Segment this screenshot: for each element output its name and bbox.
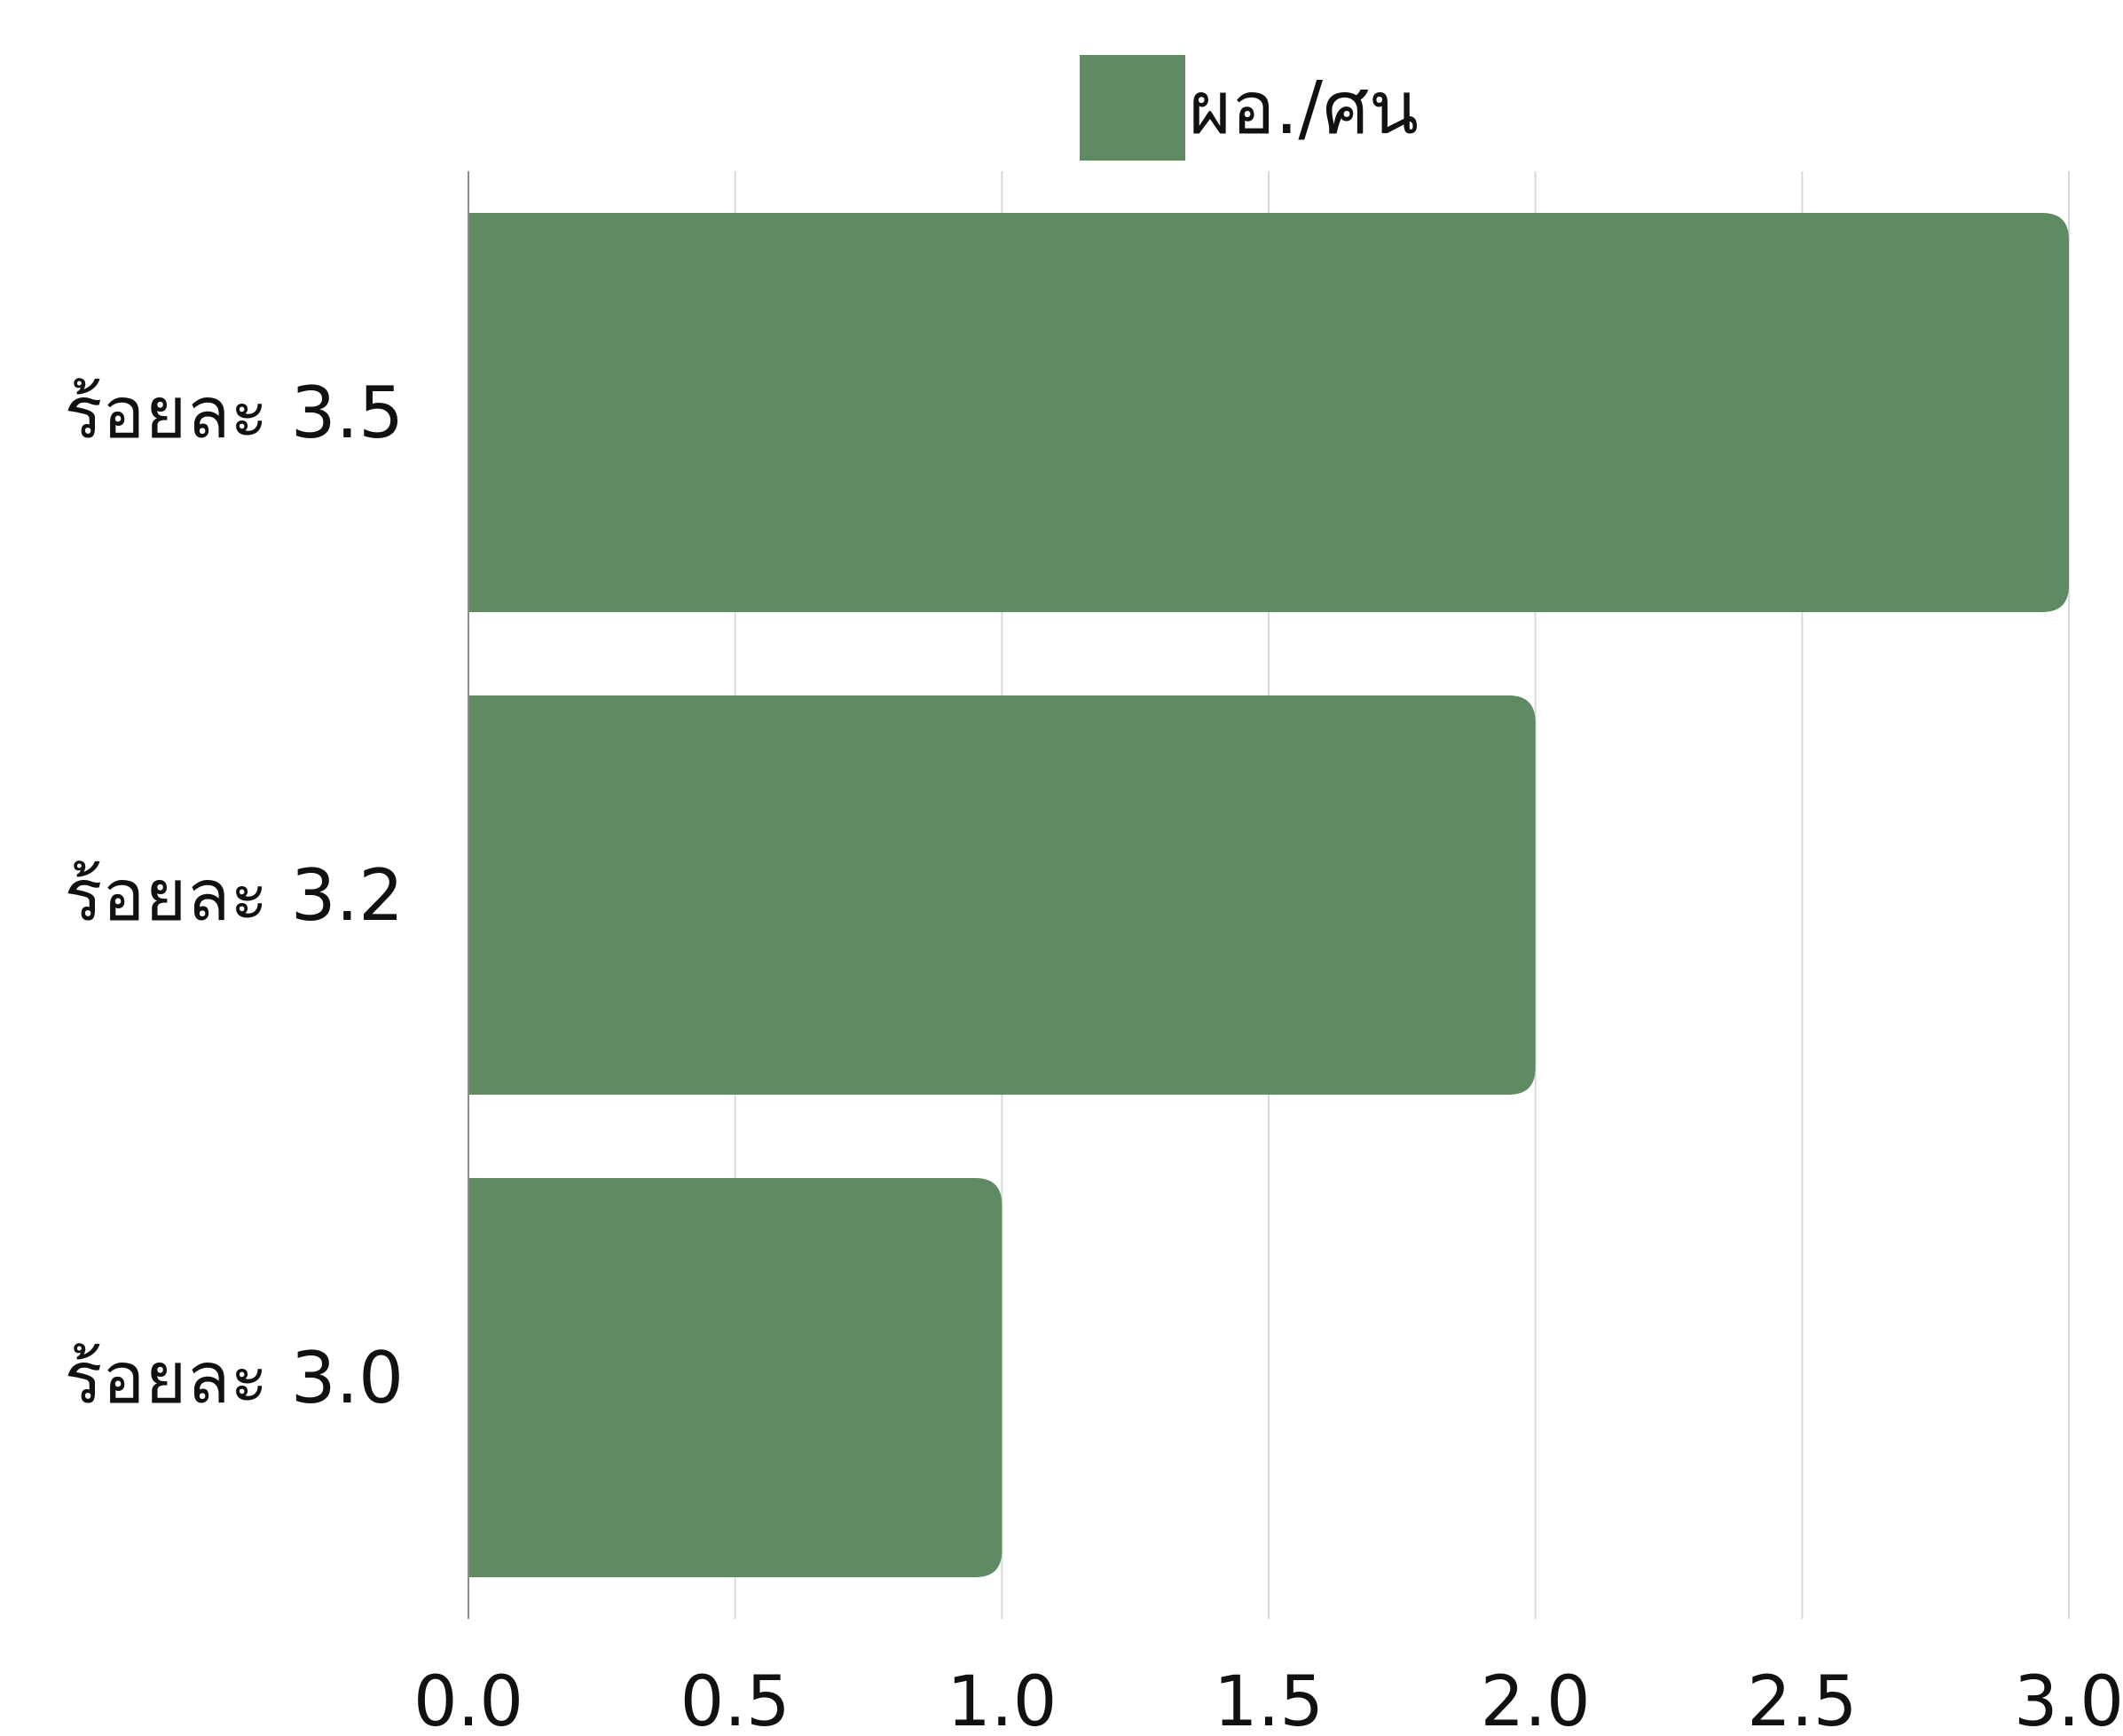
x-tick-label: 0.5	[680, 1662, 790, 1736]
x-tick-label: 0.0	[413, 1662, 523, 1736]
bar	[468, 1178, 1003, 1577]
legend-label: ผอ./ศน	[1189, 67, 1419, 151]
x-tick-label: 1.5	[1214, 1662, 1324, 1736]
x-tick-label: 2.5	[1747, 1662, 1857, 1736]
legend: ผอ./ศน	[1080, 55, 1419, 161]
category-label: ร้อยละ 3.0	[64, 1337, 404, 1419]
legend-swatch	[1080, 55, 1185, 161]
x-tick-label: 3.0	[2014, 1662, 2123, 1736]
labels: 0.0 0.5 1.0 1.5 2.0 2.5 3.0 ร้อยละ 3.5 ร้อยละ 3.…	[64, 372, 2123, 1736]
bar	[468, 695, 1536, 1095]
category-label: ร้อยละ 3.2	[64, 854, 404, 937]
category-label: ร้อยละ 3.5	[64, 372, 404, 454]
bar	[468, 213, 2069, 612]
x-tick-label: 2.0	[1481, 1662, 1591, 1736]
x-tick-label: 1.0	[947, 1662, 1057, 1736]
bars	[468, 213, 2069, 1577]
